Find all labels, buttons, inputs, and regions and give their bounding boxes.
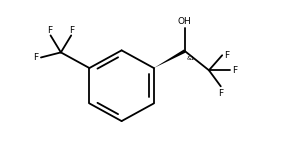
Polygon shape: [154, 49, 186, 68]
Text: F: F: [218, 89, 223, 98]
Text: F: F: [34, 53, 39, 62]
Text: F: F: [47, 26, 52, 35]
Text: OH: OH: [178, 17, 192, 26]
Text: &1: &1: [187, 56, 195, 61]
Text: F: F: [224, 51, 229, 60]
Text: F: F: [232, 66, 237, 75]
Text: F: F: [69, 26, 75, 35]
